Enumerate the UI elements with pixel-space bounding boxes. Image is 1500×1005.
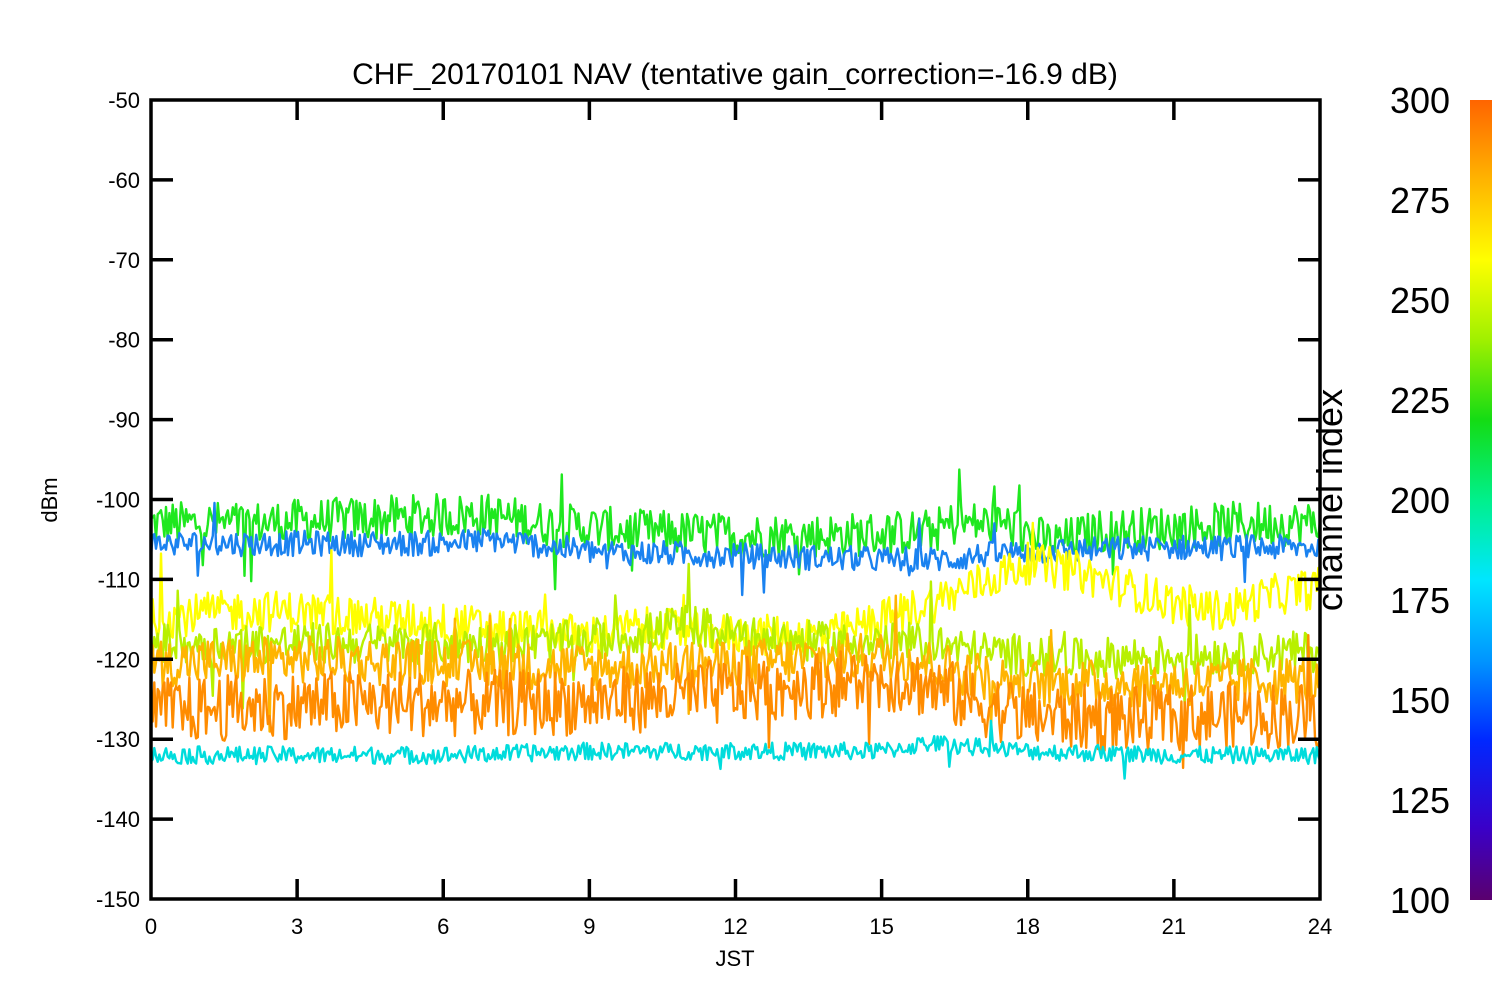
x-tick-label: 9 <box>583 914 595 939</box>
series-line-ch150 <box>149 501 1322 597</box>
series-line-ch262 <box>149 562 1322 710</box>
colorbar-tick-label: 200 <box>1390 480 1450 521</box>
x-tick-label: 21 <box>1162 914 1186 939</box>
colorbar-tick-label: 225 <box>1390 380 1450 421</box>
x-tick-label: 24 <box>1308 914 1332 939</box>
x-tick-label: 15 <box>869 914 893 939</box>
y-tick-label: -50 <box>108 88 140 113</box>
x-tick-label: 3 <box>291 914 303 939</box>
x-tick-label: 18 <box>1016 914 1040 939</box>
series-line-ch245 <box>150 468 1322 591</box>
y-tick-label: -60 <box>108 168 140 193</box>
x-tick-label: 6 <box>437 914 449 939</box>
y-tick-label: -100 <box>96 488 140 513</box>
series-layer <box>149 468 1322 780</box>
x-tick-label: 12 <box>723 914 747 939</box>
chart-title: CHF_20170101 NAV (tentative gain_correct… <box>352 58 1118 91</box>
colorbar-tick-label: 275 <box>1390 180 1450 221</box>
y-axis-label: dBm <box>37 477 62 522</box>
y-tick-label: -120 <box>96 647 140 672</box>
series-line-ch185 <box>150 719 1322 780</box>
series-line-ch295 <box>149 634 1322 770</box>
colorbar-tick-label: 100 <box>1390 880 1450 921</box>
y-tick-label: -90 <box>108 408 140 433</box>
plot-frame <box>149 98 1322 901</box>
y-tick-label: -150 <box>96 887 140 912</box>
colorbar <box>1470 100 1492 900</box>
x-tick-label: 0 <box>145 914 157 939</box>
colorbar-ticks: 300 275 250 225 200 175 150 125 100 <box>1390 80 1450 921</box>
colorbar-tick-label: 175 <box>1390 580 1450 621</box>
colorbar-tick-label: 150 <box>1390 680 1450 721</box>
ticks-layer: 0 3 6 9 12 15 18 21 24 -50 -60 -70 -80 -90 -100 -110 -12… <box>96 88 1332 939</box>
colorbar-tick-label: 125 <box>1390 780 1450 821</box>
y-tick-label: -70 <box>108 248 140 273</box>
y-tick-label: -140 <box>96 807 140 832</box>
y-tick-label: -80 <box>108 328 140 353</box>
colorbar-tick-label: 300 <box>1390 80 1450 121</box>
colorbar-tick-label: 250 <box>1390 280 1450 321</box>
y-tick-label: -130 <box>96 727 140 752</box>
x-axis-label: JST <box>715 946 754 971</box>
y-tick-label: -110 <box>98 567 140 592</box>
colorbar-label: channel index <box>1309 389 1350 611</box>
